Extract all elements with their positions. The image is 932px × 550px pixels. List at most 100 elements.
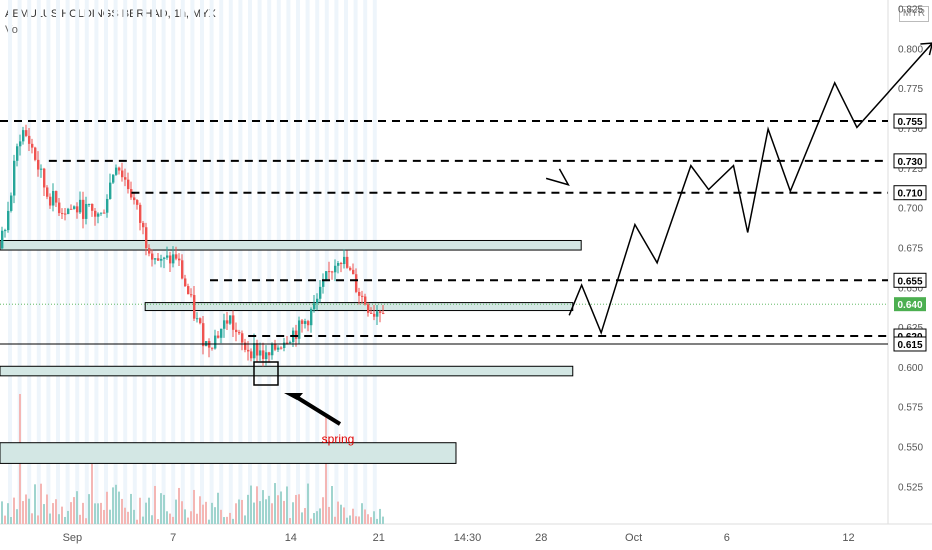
candle-body: [355, 274, 358, 292]
session-band: [8, 0, 12, 524]
volume-bar: [178, 487, 180, 524]
candle-body: [349, 267, 352, 270]
time-tick-label: 7: [170, 532, 176, 544]
session-band: [84, 0, 89, 524]
candle-body: [277, 347, 280, 350]
candle-body: [301, 320, 304, 324]
volume-bar: [64, 516, 66, 524]
volume-bar: [253, 502, 255, 524]
volume-bar: [100, 502, 102, 524]
candle-body: [220, 328, 223, 338]
candle-body: [235, 329, 238, 333]
time-tick-label: 12: [842, 532, 854, 544]
volume-bar: [22, 501, 24, 524]
session-band: [94, 0, 99, 524]
candle-body: [91, 203, 94, 211]
candle-body: [172, 254, 175, 264]
candle-body: [232, 315, 235, 330]
currency-badge[interactable]: MYR: [899, 6, 929, 22]
candle-body: [271, 343, 274, 356]
time-axis[interactable]: Sep 7 14 21 14:30 28 Oct 6 12: [63, 532, 855, 544]
volume-bar: [94, 503, 96, 524]
volume-bar: [58, 514, 60, 524]
candle-body: [76, 206, 79, 213]
volume-bar: [355, 516, 357, 524]
candle-body: [70, 208, 73, 210]
volume-bar: [199, 496, 201, 524]
projection: [545, 42, 932, 336]
candle-body: [67, 208, 70, 215]
candle-body: [52, 191, 55, 206]
volume-bar: [103, 509, 105, 524]
session-band: [228, 0, 233, 524]
candle-body: [247, 349, 250, 352]
candle-body: [166, 255, 169, 258]
candle-body: [148, 248, 151, 254]
volume-bar: [193, 489, 195, 524]
candle-body: [304, 321, 307, 324]
volume-bar: [118, 491, 120, 524]
candle-body: [19, 141, 22, 147]
candle-body: [217, 335, 220, 338]
volume-bar: [79, 514, 81, 524]
volume-bar: [202, 504, 204, 524]
volume-bar: [160, 493, 162, 524]
support-resistance-zone: [0, 442, 457, 464]
volume-bar: [208, 519, 210, 524]
volume-bar: [256, 486, 258, 524]
price-tick-label: 0.700: [898, 204, 923, 215]
level-badge: 0.730: [897, 157, 922, 168]
price-tick-label: 0.650: [898, 283, 923, 294]
price-axis[interactable]: 0.5250.5500.5750.6000.6250.6500.6750.700…: [893, 5, 927, 494]
time-tick-label: Sep: [63, 532, 83, 544]
level-badge: 0.710: [897, 189, 922, 200]
volume-bar: [133, 509, 135, 524]
candle-body: [121, 170, 124, 178]
price-tick-label: 0.725: [898, 164, 923, 175]
volume-bar: [304, 508, 306, 524]
volume-bar: [364, 509, 366, 524]
session-band: [56, 0, 60, 524]
volume-bar: [271, 503, 273, 524]
candle-body: [196, 318, 199, 320]
volume-bar: [220, 509, 222, 524]
candle-body: [340, 263, 343, 265]
volume-bar: [331, 486, 333, 524]
session-band: [27, 0, 32, 524]
spring-label: spring: [322, 432, 355, 446]
session-band: [219, 0, 224, 524]
candle-body: [85, 203, 88, 219]
volume-bar: [229, 512, 231, 524]
volume-bar: [268, 495, 270, 524]
session-band: [200, 0, 204, 524]
volume-bar: [337, 501, 339, 524]
volume-bar: [238, 499, 240, 524]
volume-bar: [139, 497, 141, 524]
candle-body: [265, 352, 268, 360]
candle-body: [64, 213, 67, 215]
level-badge: 0.615: [897, 340, 922, 351]
volume-bar: [301, 512, 303, 524]
session-band: [113, 0, 118, 524]
volume-bar: [205, 501, 207, 524]
session-band: [65, 0, 70, 524]
candle-body: [22, 130, 25, 142]
candle-body: [145, 227, 148, 249]
candle-body: [190, 294, 193, 296]
annotation: spring: [253, 361, 355, 446]
candle-body: [202, 323, 205, 347]
candle-body: [322, 280, 325, 287]
spring-box: [253, 361, 279, 386]
volume-bar: [151, 515, 153, 524]
candle-body: [187, 286, 190, 295]
volume-bar: [277, 495, 279, 524]
candle-body: [94, 210, 97, 217]
volume-bar: [121, 498, 123, 524]
session-band: [104, 0, 108, 524]
volume-bar: [25, 494, 27, 524]
session-band: [238, 0, 243, 524]
session-band: [123, 0, 128, 524]
candle-body: [79, 199, 82, 213]
levels: [0, 120, 888, 345]
